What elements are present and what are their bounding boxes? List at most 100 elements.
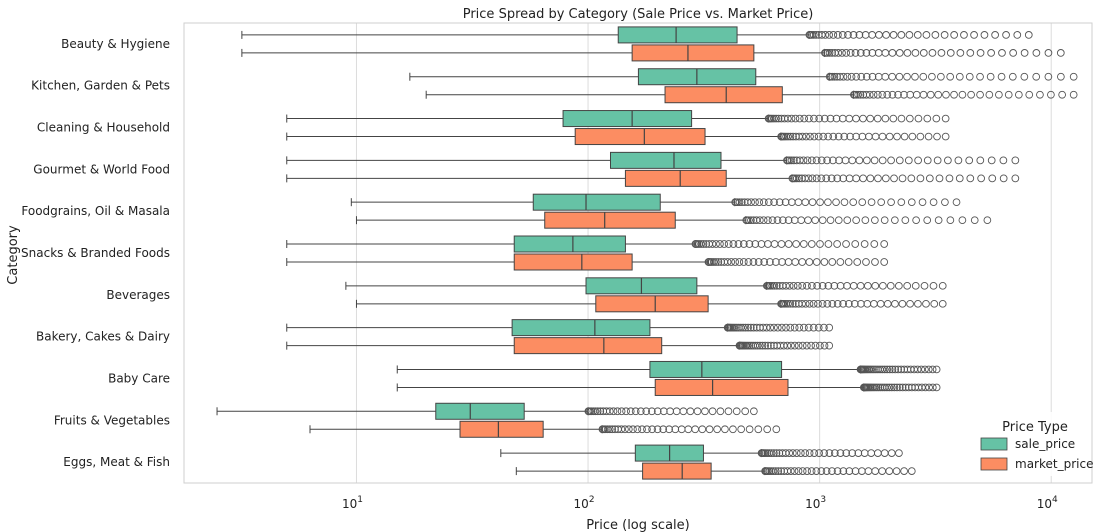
outlier-point — [732, 323, 741, 332]
outlier-point — [960, 31, 968, 39]
outlier-point — [895, 49, 904, 57]
outlier-point — [995, 90, 1003, 99]
box-market_price-beauty-hygiene — [241, 44, 1065, 62]
outlier-point — [808, 198, 817, 207]
outlier-point — [816, 341, 824, 350]
outlier-point — [659, 407, 668, 416]
category-labels: Beauty & Hygiene Kitchen, Garden & Pets Cl… — [21, 37, 170, 469]
outlier-point — [888, 49, 897, 57]
outlier-point — [794, 341, 803, 350]
outlier-point — [784, 258, 793, 266]
outlier-point — [845, 174, 854, 183]
outlier-point — [812, 174, 821, 183]
outlier-point — [805, 114, 813, 123]
outlier-point — [952, 198, 961, 207]
outlier-point — [787, 156, 796, 165]
outlier-point — [845, 114, 854, 123]
outlier-point — [887, 383, 896, 392]
outlier-point — [745, 425, 754, 434]
outlier-point — [916, 132, 925, 141]
outlier-point — [817, 31, 826, 39]
outlier-point — [789, 132, 797, 141]
outlier-point — [741, 323, 750, 332]
iqr-box — [435, 402, 525, 420]
outlier-point — [871, 132, 880, 141]
outlier-point — [944, 156, 952, 165]
outlier-point — [826, 114, 835, 123]
outlier-point — [812, 467, 821, 475]
outlier-point — [900, 90, 908, 99]
outlier-point — [708, 240, 717, 248]
outlier-point — [758, 341, 767, 350]
outlier-point — [912, 90, 921, 99]
category-label-baby-care: Baby Care — [108, 371, 170, 385]
outlier-point — [966, 49, 975, 57]
outlier-point — [629, 425, 637, 434]
outlier-point — [626, 407, 635, 416]
outlier-point — [782, 323, 790, 332]
box-market_price-gourmet-world-food — [286, 169, 1020, 187]
outlier-point — [779, 216, 787, 225]
outlier-point — [854, 90, 863, 99]
outlier-point — [999, 174, 1008, 183]
outlier-point — [843, 281, 851, 290]
outlier-point — [897, 365, 905, 374]
outlier-point — [809, 323, 818, 332]
outlier-point — [810, 449, 819, 457]
outlier-point — [720, 240, 728, 248]
outlier-point — [716, 240, 724, 248]
outlier-point — [798, 341, 807, 350]
outlier-point — [805, 299, 814, 308]
outlier-point — [870, 299, 878, 308]
outlier-point — [858, 467, 866, 475]
box-sale_price-baby-care — [396, 360, 941, 378]
x-tick-label: 102 — [574, 495, 595, 511]
outlier-point — [744, 258, 753, 266]
outlier-point — [912, 216, 920, 225]
outlier-point — [802, 341, 811, 350]
outlier-point — [839, 72, 848, 81]
outlier-point — [924, 365, 933, 374]
outlier-point — [801, 198, 810, 207]
outlier-point — [816, 240, 824, 248]
outlier-point — [870, 240, 879, 248]
outlier-point — [691, 425, 700, 434]
outlier-point — [903, 49, 912, 57]
outlier-point — [999, 156, 1008, 165]
outlier-point — [1025, 90, 1034, 99]
outlier-point — [1069, 72, 1078, 81]
outlier-point — [803, 467, 811, 475]
outlier-point — [605, 407, 614, 416]
outlier-point — [714, 258, 723, 266]
outlier-point — [863, 299, 872, 308]
outlier-point — [901, 383, 910, 392]
outlier-point — [833, 240, 841, 248]
outlier-point — [871, 216, 879, 225]
outlier-point — [810, 114, 818, 123]
outlier-point — [851, 49, 860, 57]
outlier-point — [770, 198, 778, 207]
outlier-point — [767, 449, 776, 457]
outlier-point — [842, 49, 850, 57]
outlier-point — [904, 156, 913, 165]
outlier-point — [753, 341, 762, 350]
outlier-point — [928, 365, 937, 374]
outlier-point — [876, 299, 885, 308]
outlier-point — [712, 240, 720, 248]
outlier-point — [891, 365, 900, 374]
outlier-point — [844, 31, 852, 39]
outlier-point — [764, 216, 772, 225]
outlier-point — [856, 90, 865, 99]
box-market_price-bakery-cakes-dairy — [286, 337, 834, 355]
outlier-point — [774, 114, 783, 123]
outlier-point — [724, 240, 733, 248]
outlier-point — [795, 174, 803, 183]
outlier-point — [830, 449, 839, 457]
legend-label-market-price: market_price — [1015, 457, 1093, 471]
outlier-point — [1013, 31, 1022, 39]
outlier-point — [834, 216, 843, 225]
outlier-point — [881, 114, 890, 123]
outlier-point — [997, 72, 1006, 81]
outlier-point — [881, 49, 890, 57]
outlier-point — [991, 31, 999, 39]
